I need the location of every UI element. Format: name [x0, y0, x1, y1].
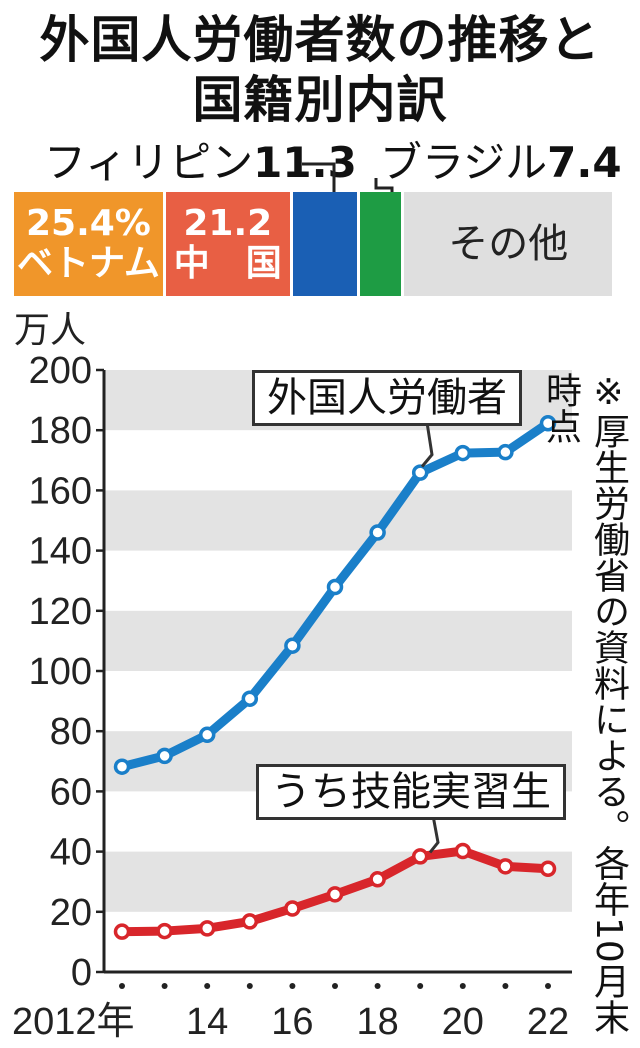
series-label-foreign-workers: 外国人労働者 [252, 370, 522, 426]
x-tick-label: 16 [271, 1001, 313, 1043]
callout-leaders [302, 162, 394, 196]
philippines-callout: フィリピン11.3 [44, 140, 357, 186]
data-point [284, 900, 301, 917]
y-tick-label: 180 [29, 410, 92, 452]
y-tick-label: 160 [29, 470, 92, 512]
data-point [284, 637, 301, 654]
data-point [497, 443, 514, 461]
x-tick-dot [204, 983, 211, 989]
data-point [241, 913, 259, 930]
y-tick-label: 80 [50, 711, 92, 753]
y-tick-label: 60 [50, 771, 92, 813]
segment-other: その他 [404, 192, 612, 296]
segment-brazil [360, 192, 405, 296]
y-tick-label: 40 [50, 832, 92, 874]
data-point [497, 858, 514, 875]
segment-vietnam-value: 25.4% [25, 203, 151, 244]
x-tick-dot [374, 983, 381, 989]
grid-band [104, 610, 572, 671]
y-tick-label: 120 [29, 591, 92, 633]
x-tick-label: 14 [186, 1001, 228, 1043]
nationality-share-bar: 25.4% ベトナム 21.2 中 国 その他 [14, 192, 612, 296]
data-point [454, 842, 472, 860]
x-tick-dot [417, 983, 424, 989]
data-point [156, 922, 173, 940]
segment-china: 21.2 中 国 [165, 192, 293, 296]
x-tick-dot [502, 983, 509, 989]
y-tick-label: 100 [29, 651, 92, 693]
y-tick-label: 0 [71, 952, 92, 994]
data-point [326, 886, 344, 903]
x-tick-label: 22 [527, 1001, 569, 1043]
x-tick-dot [119, 983, 125, 989]
data-point [198, 920, 216, 937]
chart-title-line2: 国籍別内訳 [192, 71, 448, 129]
data-point [113, 758, 131, 775]
segment-other-name: その他 [448, 221, 569, 267]
y-tick-label: 200 [29, 350, 92, 392]
y-axis-unit: 万人 [14, 309, 86, 350]
brazil-callout-value: 7.4 [547, 138, 622, 187]
segment-china-name: 中 国 [173, 243, 282, 284]
segment-vietnam-name: ベトナム [16, 243, 160, 284]
x-tick-dot [459, 983, 466, 989]
x-tick-dot [289, 983, 296, 989]
grid-band [104, 490, 572, 551]
x-tick-dot [332, 983, 338, 989]
trainees-label-pointer [428, 809, 440, 854]
segment-philippines [292, 192, 361, 296]
data-point [411, 464, 429, 481]
x-tick-label: 2012年 [12, 1001, 135, 1043]
y-tick-label: 20 [50, 892, 92, 934]
data-point [156, 747, 173, 765]
data-point [326, 578, 344, 596]
segment-china-value: 21.2 [183, 203, 273, 244]
x-tick-dot [545, 983, 551, 989]
x-tick-label: 20 [442, 1001, 484, 1043]
data-point [539, 415, 557, 432]
data-point [454, 444, 472, 462]
series-label-trainees: うち技能実習生 [256, 764, 566, 820]
source-note: ※厚生労働省の資料による。各年10月末時点 [540, 372, 629, 1035]
data-point [539, 860, 557, 878]
brazil-callout: ブラジル7.4 [380, 140, 622, 186]
data-point [369, 524, 386, 541]
data-point [113, 923, 131, 940]
data-point [198, 726, 216, 744]
philippines-callout-name: フィリピン [44, 138, 254, 187]
chart-title-line1: 外国人労働者数の推移と [39, 11, 601, 69]
x-tick-dot [161, 983, 168, 989]
data-point [411, 848, 429, 865]
segment-vietnam: 25.4% ベトナム [14, 192, 166, 296]
x-tick-dot [246, 983, 253, 989]
y-tick-label: 140 [29, 531, 92, 573]
data-point [369, 871, 386, 888]
philippines-leader-line [302, 162, 336, 196]
x-tick-label: 18 [356, 1001, 398, 1043]
brazil-callout-name: ブラジル [380, 138, 548, 187]
data-point [241, 690, 259, 707]
foreign-workers-label-pointer [420, 415, 434, 468]
